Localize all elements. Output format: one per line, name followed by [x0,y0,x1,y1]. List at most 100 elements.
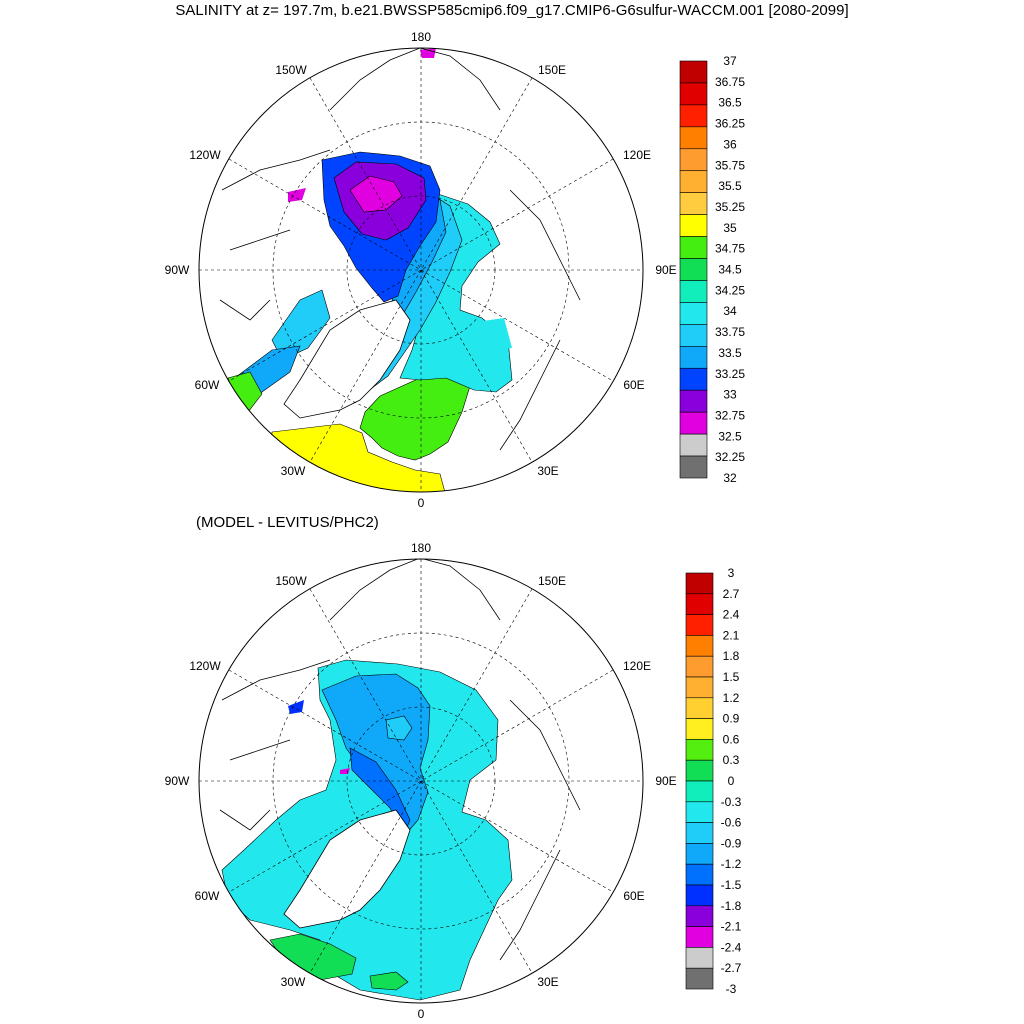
svg-text:0: 0 [418,496,425,510]
salinity-colorbar-swatch [679,258,708,281]
svg-text:180: 180 [411,30,431,44]
difference-colorbar-label: -2.4 [721,940,742,954]
salinity-region-gyre-center [349,175,403,213]
difference-colorbar-label: 3 [728,566,735,580]
difference-colorbar-swatch [685,593,714,615]
difference-colorbar-swatch [685,739,714,761]
salinity-colorbar-swatch [679,192,708,215]
difference-colorbar-swatch [685,884,714,907]
difference-colorbar-swatch [685,863,714,886]
salinity-colorbar-label: 34.5 [718,263,742,277]
salinity-colorbar-swatch [679,280,708,303]
salinity-colorbar-label: 33.5 [718,346,742,360]
svg-text:150E: 150E [538,63,566,77]
difference-coastline [219,559,581,961]
difference-colorbar-label: -0.3 [721,795,742,809]
difference-colorbar-swatch [685,655,714,678]
svg-text:90W: 90W [165,774,190,788]
salinity-colorbar-label: 36.25 [715,117,745,131]
salinity-colorbar-swatch [679,214,708,237]
svg-text:180: 180 [411,541,431,555]
svg-text:120E: 120E [623,148,651,162]
salinity-colorbar-swatch [679,302,708,325]
salinity-colorbar-swatch [679,433,708,457]
difference-colorbar-label: 2.1 [723,628,740,642]
difference-longitude-labels: 180 150E 120E 90E 60E 30E 0 30W 60W 90W … [165,541,677,1021]
svg-text:0: 0 [418,1007,425,1021]
svg-text:120W: 120W [189,148,221,162]
difference-colorbar-label: -0.6 [721,816,742,830]
difference-region-norwegian-sea [369,971,409,991]
salinity-colorbar-label: 34.25 [715,283,745,297]
difference-colorbar-label: -1.2 [721,857,742,871]
difference-colorbar-swatch [685,947,714,969]
difference-map: 180 150E 120E 90E 60E 30E 0 30W 60W 90W … [165,541,742,1021]
difference-colorbar-swatch [685,635,714,657]
salinity-colorbar-label: 33 [723,388,737,402]
difference-map-subtitle: (MODEL - LEVITUS/PHC2) [196,514,379,531]
difference-colorbar-label: 2.4 [723,608,740,622]
salinity-coastline [219,48,581,451]
svg-text:30E: 30E [537,975,558,989]
salinity-colorbar: 37 36.75 36.5 36.25 36 35.75 35.5 35.25 35 34.75 3… [679,54,745,485]
difference-colorbar-swatch [685,926,714,948]
salinity-colorbar-label: 34.75 [715,242,745,256]
salinity-colorbar-label: 36.75 [715,75,745,89]
svg-text:150W: 150W [275,63,307,77]
svg-text:150W: 150W [275,574,307,588]
svg-text:90E: 90E [655,774,676,788]
difference-colorbar-label: 1.8 [723,649,740,663]
difference-colorbar-swatch [685,780,714,803]
difference-colorbar: 3 2.7 2.4 2.1 1.8 1.5 1.2 0.9 0.6 0.3 0 -0.3 -0.6 -0.… [685,566,742,996]
svg-text:60E: 60E [623,378,644,392]
salinity-colorbar-swatch [679,389,708,413]
difference-colorbar-swatch [685,905,714,927]
svg-text:30E: 30E [537,464,558,478]
difference-colorbar-label: -0.9 [721,836,742,850]
salinity-colorbar-label: 36 [723,137,737,151]
salinity-colorbar-swatch [679,411,708,435]
svg-text:30W: 30W [281,464,306,478]
svg-text:120W: 120W [189,659,221,673]
difference-colorbar-swatch [685,759,714,782]
salinity-colorbar-label: 32.5 [718,429,742,443]
difference-colorbar-swatch [685,801,714,823]
difference-colorbar-label: 1.2 [723,691,740,705]
salinity-colorbar-label: 32.75 [715,408,745,422]
salinity-colorbar-label: 37 [723,54,737,68]
difference-colorbar-label: -3 [726,982,737,996]
difference-patch-beaufort-coast [288,700,304,714]
salinity-colorbar-swatch [679,82,708,106]
salinity-patch-beaufort-coast [288,188,306,202]
difference-colorbar-label: -2.7 [721,961,742,975]
difference-graticule [199,559,643,1003]
svg-text:150E: 150E [538,574,566,588]
salinity-colorbar-label: 33.25 [715,367,745,381]
difference-colorbar-label: 0.9 [723,712,740,726]
difference-colorbar-label: 1.5 [723,670,740,684]
svg-text:60E: 60E [623,889,644,903]
difference-colorbar-swatch [685,697,714,719]
svg-text:90E: 90E [655,263,676,277]
salinity-patch-barents-sea [476,318,512,352]
difference-colorbar-label: -2.1 [721,920,742,934]
difference-colorbar-label: 0.6 [723,732,740,746]
difference-field [199,559,643,1003]
salinity-colorbar-label: 36.5 [718,96,742,110]
salinity-colorbar-swatch [679,346,708,369]
difference-greenland-outline [283,809,411,929]
difference-colorbar-swatch [685,967,714,990]
salinity-longitude-labels: 180 150E 120E 90E 60E 30E 0 30W 60W 90W … [165,30,677,510]
salinity-colorbar-label: 32 [723,471,737,485]
difference-colorbar-swatch [685,718,714,740]
salinity-patch-bering-strait [420,48,436,58]
salinity-colorbar-label: 32.25 [715,450,745,464]
salinity-colorbar-swatch [679,148,708,172]
salinity-colorbar-label: 35.5 [718,179,742,193]
salinity-colorbar-label: 34 [723,304,737,318]
salinity-colorbar-swatch [679,236,708,259]
salinity-colorbar-swatch [679,367,708,391]
difference-colorbar-swatch [685,676,714,699]
figure-title: SALINITY at z= 197.7m, b.e21.BWSSP585cmi… [175,2,849,19]
